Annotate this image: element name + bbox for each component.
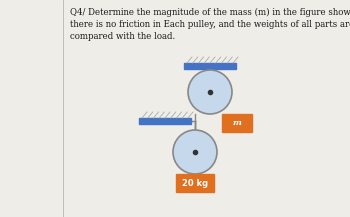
Circle shape (173, 130, 217, 174)
Text: 20 kg: 20 kg (182, 179, 208, 187)
Bar (139, 118, 191, 124)
Bar (184, 63, 236, 69)
Text: m: m (232, 119, 241, 127)
Circle shape (188, 70, 232, 114)
Bar (176, 174, 214, 192)
Text: Q4/ Determine the magnitude of the mass (m) in the figure shown.  Assume
there i: Q4/ Determine the magnitude of the mass … (70, 8, 350, 41)
Bar (222, 114, 252, 132)
